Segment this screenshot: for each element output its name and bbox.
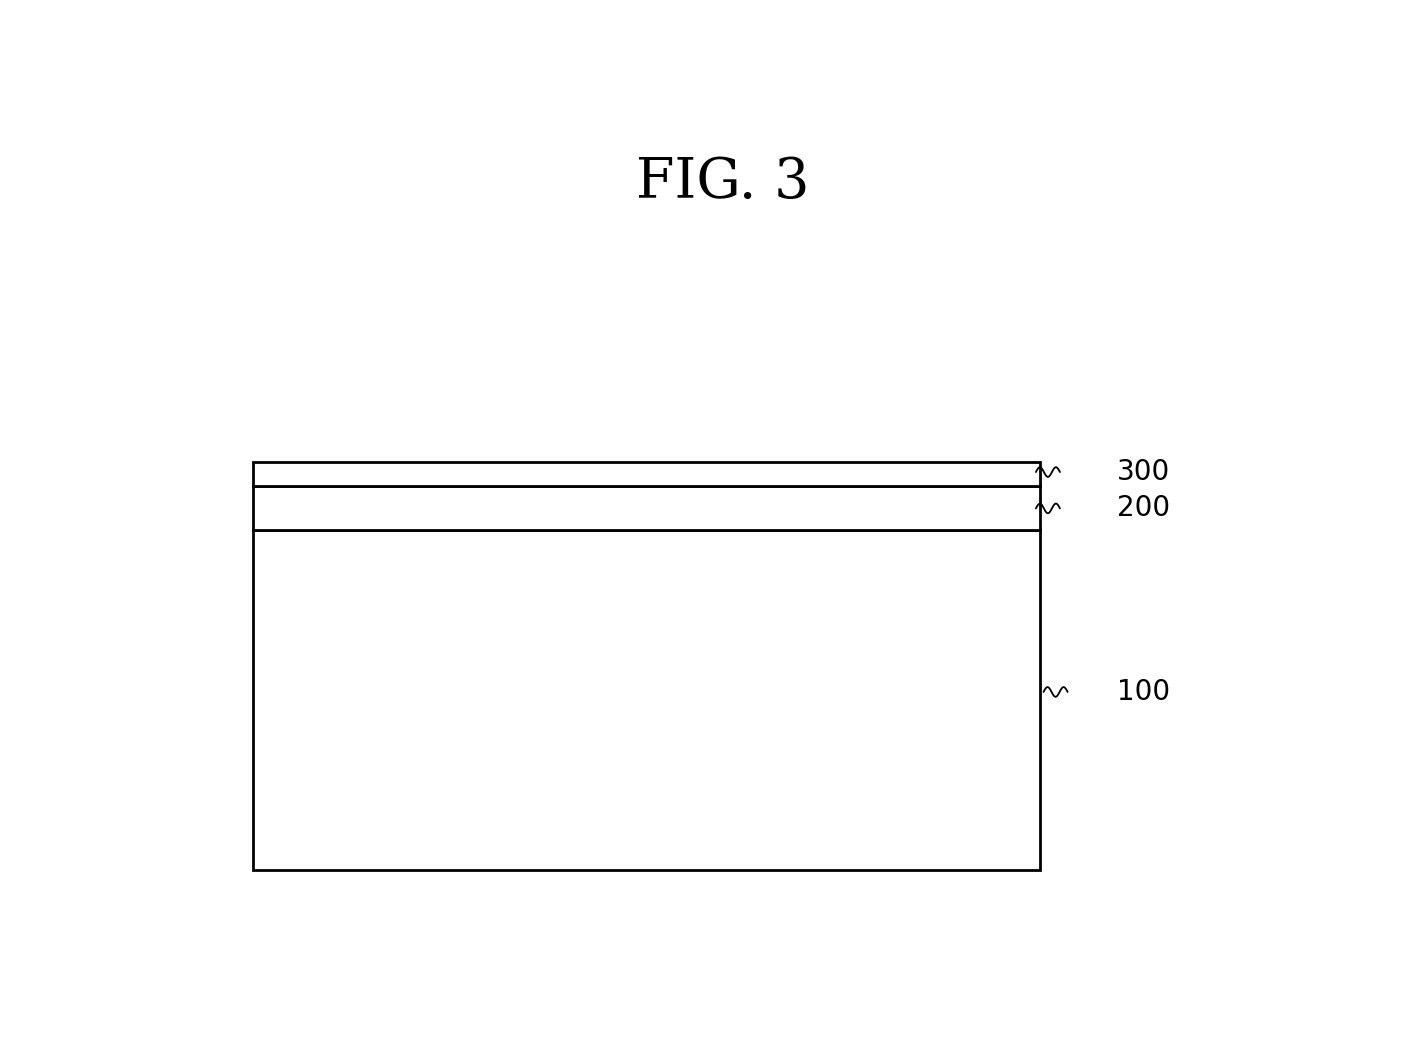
Text: 300: 300	[1118, 458, 1170, 486]
Text: FIG. 3: FIG. 3	[636, 155, 810, 210]
Bar	[253, 486, 1040, 530]
Text: 100: 100	[1118, 678, 1170, 706]
Text: 200: 200	[1118, 495, 1170, 523]
Bar	[253, 530, 1040, 869]
Bar	[253, 462, 1040, 486]
